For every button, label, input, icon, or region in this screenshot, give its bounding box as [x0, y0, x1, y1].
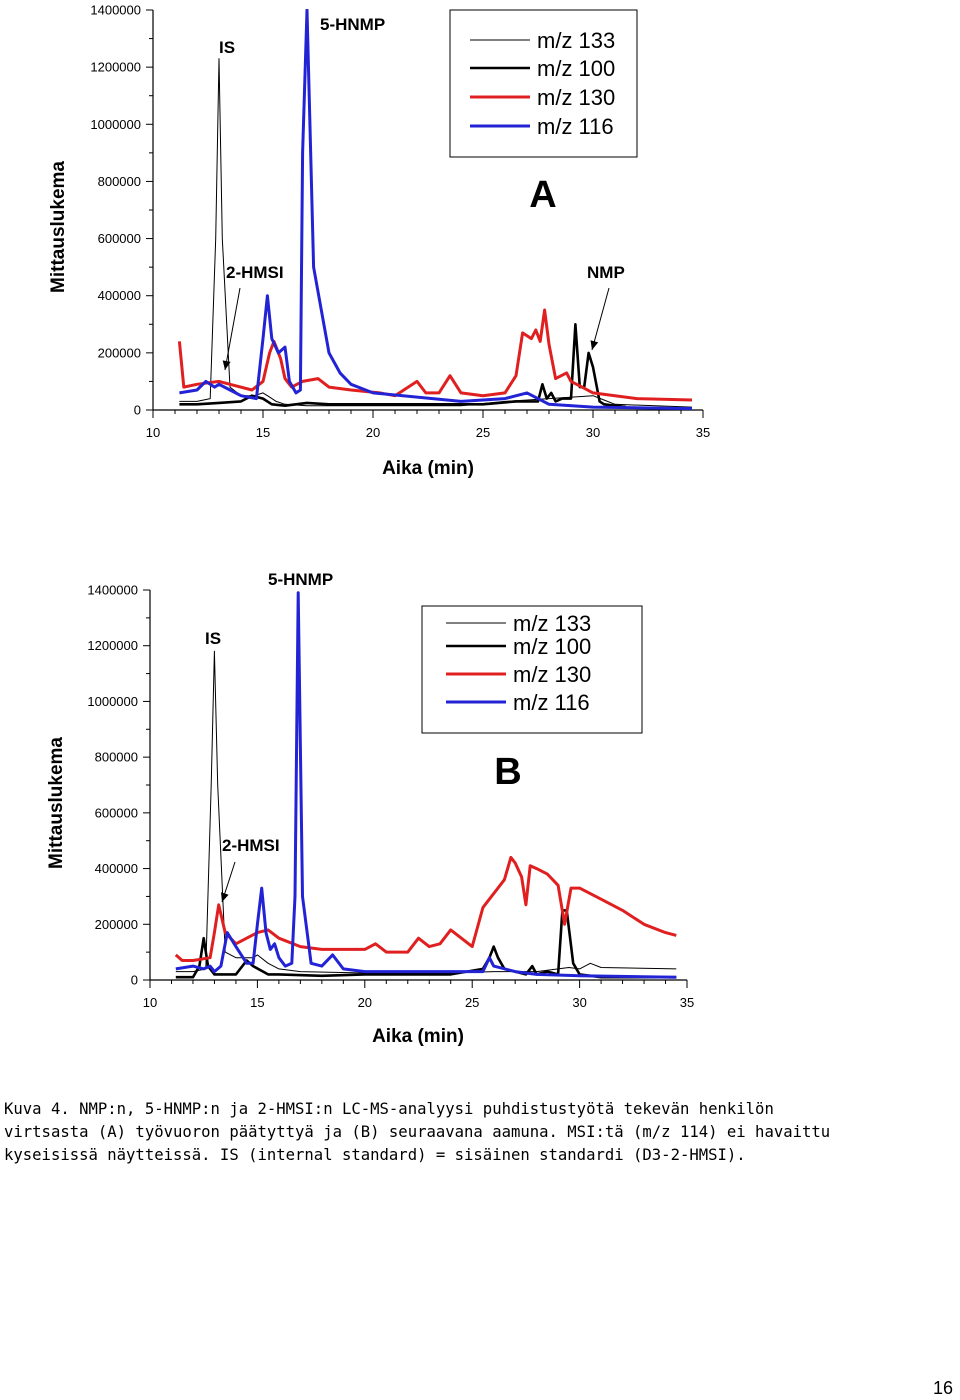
y-tick-label: 400000 — [95, 861, 138, 876]
peak-annotation: NMP — [587, 263, 625, 282]
legend-label: m/z 100 — [537, 56, 615, 81]
y-axis-title: Mittauslukema — [46, 737, 67, 869]
annotation-arrowhead — [222, 360, 231, 370]
y-tick-label: 600000 — [98, 231, 141, 246]
legend-label: m/z 133 — [513, 611, 591, 636]
series-line — [179, 9, 693, 410]
y-tick-label: 1400000 — [90, 3, 141, 18]
annotation-arrow — [591, 287, 610, 351]
x-tick-label: 15 — [250, 995, 264, 1010]
y-tick-label: 1200000 — [90, 60, 141, 75]
x-tick-label: 15 — [256, 425, 270, 440]
series-line — [177, 308, 693, 402]
x-tick-label: 10 — [146, 425, 160, 440]
peak-annotation: IS — [219, 38, 235, 57]
series-line — [179, 323, 627, 409]
y-tick-label: 0 — [134, 403, 141, 418]
legend-box — [421, 605, 643, 734]
annotation-arrowhead — [221, 892, 229, 902]
x-tick-label: 10 — [143, 995, 157, 1010]
legend-label: m/z 130 — [537, 85, 615, 110]
x-tick-label: 35 — [696, 425, 710, 440]
x-tick-label: 20 — [366, 425, 380, 440]
peak-annotation: 2-HMSI — [222, 836, 280, 855]
x-tick-label: 30 — [572, 995, 586, 1010]
legend-label: m/z 100 — [513, 634, 591, 659]
legend-label: m/z 130 — [513, 662, 591, 687]
annotation-arrowhead — [590, 340, 599, 350]
y-tick-label: 800000 — [95, 750, 138, 765]
annotation-arrow — [224, 287, 241, 371]
peak-annotation: 2-HMSI — [226, 263, 284, 282]
chart-panel-a: 0 200000 400000 600000 800000 1000000 1200000 1… — [48, 3, 710, 480]
x-tick-label: 30 — [586, 425, 600, 440]
y-tick-label: 1200000 — [87, 638, 138, 653]
y-tick-label: 800000 — [98, 174, 141, 189]
x-tick-label: 25 — [476, 425, 490, 440]
panel-label: A — [529, 174, 556, 216]
y-tick-label: 1400000 — [87, 583, 138, 598]
peak-annotation: IS — [205, 629, 221, 648]
x-tick-label: 35 — [680, 995, 694, 1010]
y-tick-label: 1000000 — [87, 694, 138, 709]
legend-box — [449, 9, 638, 158]
y-tick-label: 600000 — [95, 805, 138, 820]
y-tick-label: 200000 — [95, 917, 138, 932]
panel-label: B — [494, 751, 521, 793]
peak-annotation: 5-HNMP — [320, 15, 385, 34]
y-tick-label: 1000000 — [90, 117, 141, 132]
y-tick-label: 400000 — [98, 288, 141, 303]
figure-caption: Kuva 4. NMP:n, 5-HNMP:n ja 2-HMSI:n LC-M… — [4, 1100, 831, 1164]
legend-label: m/z 116 — [513, 690, 590, 715]
series-line — [175, 591, 677, 979]
chart-panel-b: 0 200000 400000 600000 800000 1000000 1200000 1… — [46, 570, 694, 1047]
x-tick-label: 20 — [358, 995, 372, 1010]
series-line — [175, 650, 677, 974]
legend-label: m/z 133 — [537, 28, 615, 53]
legend-label: m/z 116 — [537, 114, 614, 139]
x-axis-title: Aika (min) — [372, 1026, 464, 1047]
x-axis-title: Aika (min) — [382, 458, 474, 479]
y-axis-title: Mittauslukema — [48, 161, 69, 293]
peak-annotation: 5-HNMP — [268, 570, 333, 589]
page-number: 16 — [933, 1378, 954, 1398]
y-tick-label: 200000 — [98, 345, 141, 360]
x-tick-label: 25 — [465, 995, 479, 1010]
y-tick-label: 0 — [131, 973, 138, 988]
series-line — [174, 855, 677, 962]
